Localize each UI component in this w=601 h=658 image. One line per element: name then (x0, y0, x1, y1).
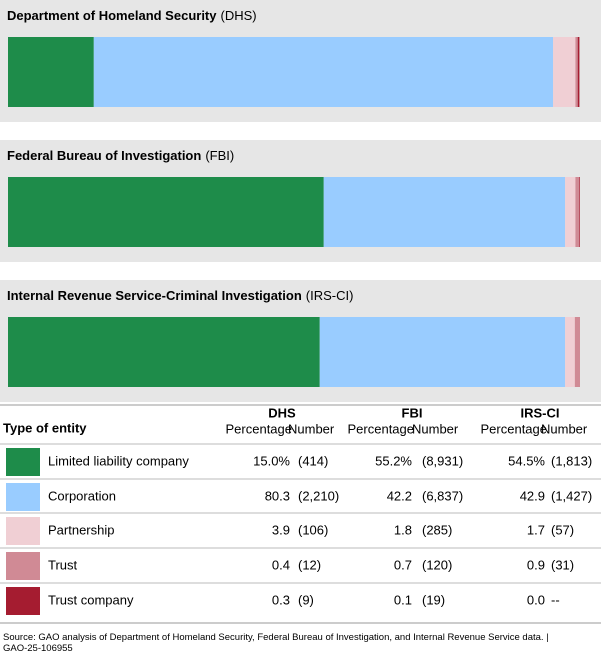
count: (57) (551, 522, 574, 537)
percentage: 0.1 (394, 592, 412, 607)
chart: Department of Homeland Security (DHS) Fede… (0, 0, 601, 624)
subheader: Number (412, 421, 459, 436)
bar-segment (323, 177, 566, 247)
bar-segment (319, 317, 566, 387)
percentage: 55.2% (375, 453, 412, 468)
percentage: 80.3 (265, 488, 290, 503)
bar-segment (8, 37, 94, 107)
bar-segment (565, 177, 576, 247)
count: (19) (422, 592, 445, 607)
title-abbr: (DHS) (221, 8, 257, 23)
percentage: 0.9 (527, 557, 545, 572)
count: (8,931) (422, 453, 463, 468)
table-header: Type of entity (3, 420, 87, 435)
bar-segment (579, 177, 580, 247)
row-label: Trust company (48, 592, 134, 607)
count: (6,837) (422, 488, 463, 503)
count: (414) (298, 453, 328, 468)
count: -- (551, 592, 560, 607)
count: (31) (551, 557, 574, 572)
title-abbr: (FBI) (205, 148, 234, 163)
subheader: Number (288, 421, 335, 436)
subheader: Number (541, 421, 588, 436)
title-main: Federal Bureau of Investigation (7, 148, 201, 163)
chart-title: Internal Revenue Service-Criminal Invest… (7, 288, 353, 303)
percentage: 0.3 (272, 592, 290, 607)
column-header: FBI (402, 405, 423, 420)
bar-segment (574, 317, 580, 387)
percentage: 3.9 (272, 522, 290, 537)
percentage: 42.9 (520, 488, 545, 503)
bar-segment (575, 177, 580, 247)
bar-segment (553, 37, 576, 107)
percentage: 42.2 (387, 488, 412, 503)
percentage: 0.7 (394, 557, 412, 572)
column-header: IRS-CI (521, 405, 560, 420)
title-abbr: (IRS-CI) (306, 288, 354, 303)
percentage: 15.0% (253, 453, 290, 468)
row-label: Trust (48, 557, 78, 572)
subheader: Percentage (481, 421, 548, 436)
subheader: Percentage (348, 421, 415, 436)
subheader: Percentage (226, 421, 293, 436)
percentage: 0.4 (272, 557, 290, 572)
bar-segment (8, 317, 320, 387)
legend-swatch (6, 448, 40, 476)
bar-segment (575, 37, 578, 107)
bar-segment (93, 37, 554, 107)
bar-segment (8, 177, 324, 247)
row-label: Partnership (48, 522, 114, 537)
chart-title: Federal Bureau of Investigation (FBI) (7, 148, 234, 163)
legend-swatch (6, 587, 40, 615)
count: (120) (422, 557, 452, 572)
count: (2,210) (298, 488, 339, 503)
percentage: 1.8 (394, 522, 412, 537)
row-label: Corporation (48, 488, 116, 503)
title-main: Internal Revenue Service-Criminal Invest… (7, 288, 302, 303)
legend-swatch (6, 552, 40, 580)
title-main: Department of Homeland Security (7, 8, 217, 23)
count: (1,427) (551, 488, 592, 503)
column-header: DHS (268, 405, 296, 420)
legend-swatch (6, 483, 40, 511)
count: (9) (298, 592, 314, 607)
source: Source: GAO analysis of Department of Ho… (3, 632, 549, 654)
count: (12) (298, 557, 321, 572)
percentage: 1.7 (527, 522, 545, 537)
percentage: 54.5% (508, 453, 545, 468)
count: (1,813) (551, 453, 592, 468)
percentage: 0.0 (527, 592, 545, 607)
bar-segment (577, 37, 580, 107)
count: (106) (298, 522, 328, 537)
row-label: Limited liability company (48, 453, 189, 468)
count: (285) (422, 522, 452, 537)
legend-swatch (6, 517, 40, 545)
chart-title: Department of Homeland Security (DHS) (7, 8, 257, 23)
bar-segment (565, 317, 575, 387)
